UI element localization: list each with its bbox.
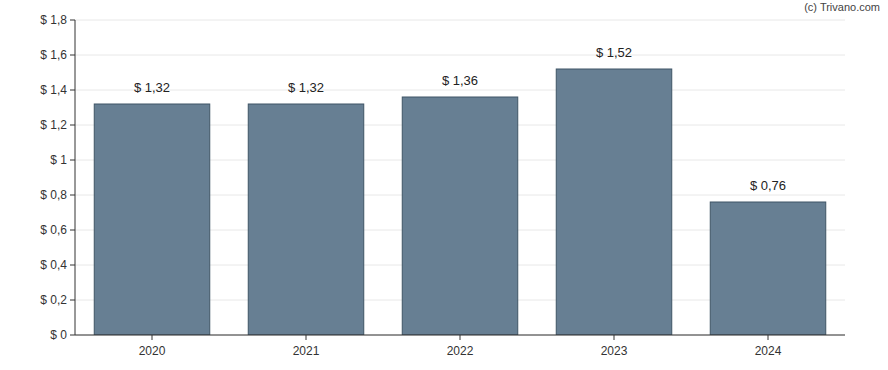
x-tick: [460, 335, 461, 340]
grid-line: [75, 20, 845, 21]
data-label: $ 1,52: [596, 45, 632, 60]
y-axis: [75, 20, 76, 335]
data-label: $ 1,32: [134, 80, 170, 95]
data-label: $ 1,36: [442, 73, 478, 88]
y-tick: [70, 300, 75, 301]
y-tick: [70, 90, 75, 91]
y-tick-label: $ 1,2: [40, 118, 67, 132]
y-tick: [70, 335, 75, 336]
y-tick: [70, 265, 75, 266]
grid-line: [75, 90, 845, 91]
y-tick-label: $ 1,6: [40, 48, 67, 62]
y-tick-label: $ 0,4: [40, 258, 67, 272]
bar: [94, 104, 210, 335]
x-tick-label: 2023: [601, 344, 628, 358]
y-tick-label: $ 0: [50, 328, 67, 342]
y-tick-label: $ 1,8: [40, 13, 67, 27]
grid-line: [75, 55, 845, 56]
y-tick: [70, 160, 75, 161]
y-tick-label: $ 0,6: [40, 223, 67, 237]
bar: [402, 97, 518, 335]
y-tick: [70, 125, 75, 126]
data-label: $ 1,32: [288, 80, 324, 95]
copyright: (c) Trivano.com: [804, 1, 880, 13]
y-tick: [70, 20, 75, 21]
bars: [94, 69, 826, 335]
x-tick: [768, 335, 769, 340]
bar: [710, 202, 826, 335]
y-tick: [70, 230, 75, 231]
y-tick: [70, 55, 75, 56]
x-tick-label: 2021: [293, 344, 320, 358]
y-tick-label: $ 1: [50, 153, 67, 167]
x-tick-label: 2024: [755, 344, 782, 358]
data-label: $ 0,76: [750, 178, 786, 193]
x-tick-label: 2022: [447, 344, 474, 358]
bar: [556, 69, 672, 335]
y-tick-label: $ 1,4: [40, 83, 67, 97]
x-tick: [152, 335, 153, 340]
chart: $ 0 $ 0,2 $ 0,4 $ 0,6 $ 0,8 $ 1 $ 1,2 $ 1,4 $ 1,…: [0, 0, 888, 370]
x-tick: [614, 335, 615, 340]
bar: [248, 104, 364, 335]
x-tick: [306, 335, 307, 340]
y-tick: [70, 195, 75, 196]
x-tick-label: 2020: [139, 344, 166, 358]
y-tick-label: $ 0,2: [40, 293, 67, 307]
y-tick-label: $ 0,8: [40, 188, 67, 202]
